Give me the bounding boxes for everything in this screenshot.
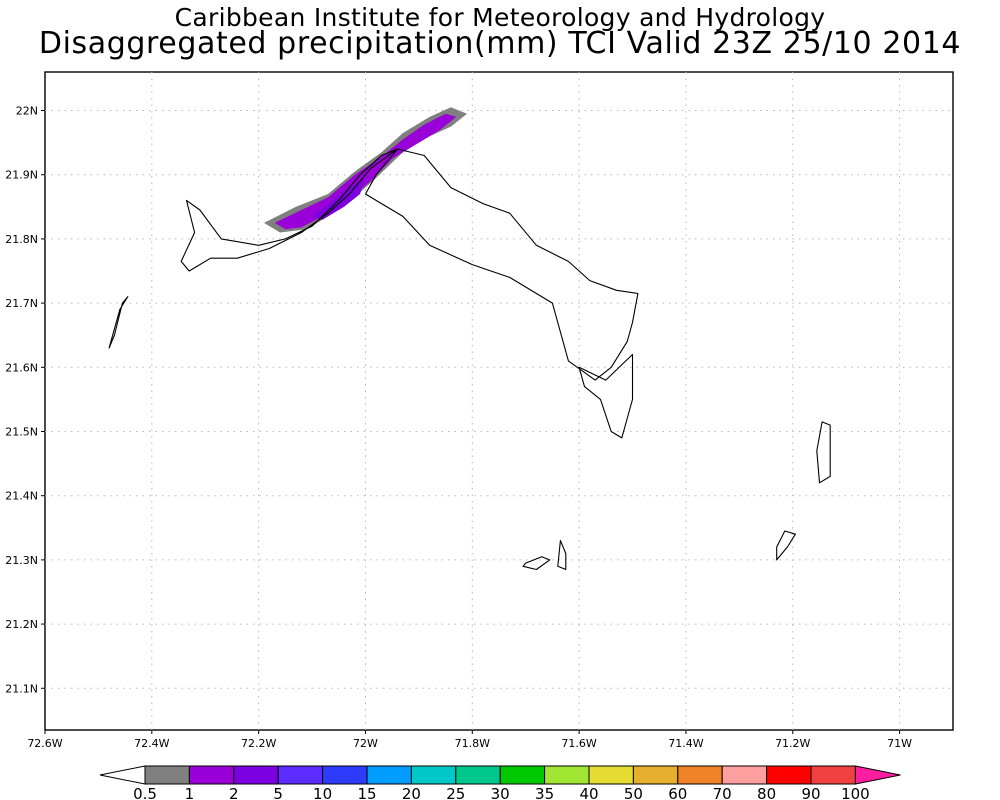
colorbar-box (499, 765, 546, 785)
colorbar-label: 70 (713, 785, 732, 800)
colorbar-box (677, 765, 723, 785)
island-outline (816, 421, 831, 484)
grid-lines (45, 72, 953, 730)
y-tick-label: 21.5N (5, 425, 38, 438)
island-outline (522, 556, 551, 571)
island-outline (364, 148, 639, 381)
x-tick-label: 71W (887, 737, 912, 750)
island-outline (578, 353, 634, 439)
island-outline (180, 148, 399, 272)
island-outline (557, 540, 567, 571)
colorbar-label: 60 (668, 785, 687, 800)
x-tick-label: 72.2W (241, 737, 276, 750)
colorbar-box (588, 765, 634, 785)
y-tick-label: 21.4N (5, 490, 38, 503)
x-tick-label: 71.4W (668, 737, 703, 750)
colorbar-label: 30 (491, 785, 510, 800)
colorbar-label: 50 (624, 785, 643, 800)
precip-band (312, 174, 366, 220)
colorbar-box (188, 765, 235, 785)
colorbar-box (233, 765, 279, 785)
colorbar-label: 20 (402, 785, 421, 800)
y-tick-label: 21.8N (5, 233, 38, 246)
map-frame (44, 71, 954, 731)
y-tick-label: 21.6N (5, 361, 38, 374)
colorbar-box (366, 765, 412, 785)
colorbar-label: 35 (535, 785, 554, 800)
x-axis-ticks: 72.6W 72.4W 72.2W 72W 71.8W 71.6W 71.4W 71.2W 71… (27, 730, 912, 750)
colorbar-label: 2 (229, 785, 239, 800)
x-tick-label: 72.6W (27, 737, 62, 750)
colorbar-label: 15 (357, 785, 376, 800)
colorbar-arrow-high (854, 765, 901, 785)
y-tick-label: 21.7N (5, 297, 38, 310)
x-tick-label: 72W (353, 737, 378, 750)
colorbar-label: 80 (757, 785, 776, 800)
y-tick-label: 21.3N (5, 554, 38, 567)
subtitle: Disaggregated precipitation(mm) TCI Vali… (38, 26, 962, 61)
island-outline (776, 530, 796, 561)
colorbar-box (721, 765, 768, 785)
x-tick-label: 71.8W (455, 737, 490, 750)
colorbar-label: 1 (185, 785, 195, 800)
colorbar-box (455, 765, 501, 785)
precip-band (274, 113, 457, 230)
colorbar-label: 100 (841, 785, 870, 800)
y-tick-label: 21.1N (5, 682, 38, 695)
y-axis-ticks: 22N 21.9N 21.8N 21.7N 21.6N 21.5N 21.4N 21.3N 21… (5, 105, 45, 695)
x-tick-label: 71.6W (561, 737, 596, 750)
colorbar-box (544, 765, 590, 785)
colorbar-label: 25 (446, 785, 465, 800)
y-tick-label: 21.9N (5, 169, 38, 182)
y-tick-label: 21.2N (5, 618, 38, 631)
colorbar-box (766, 765, 812, 785)
colorbar-box (410, 765, 457, 785)
colorbar-label: 90 (801, 785, 820, 800)
x-tick-label: 71.2W (775, 737, 810, 750)
colorbar-box (322, 765, 368, 785)
title: Caribbean Institute for Meteorology and … (174, 3, 826, 32)
colorbar-label: 5 (273, 785, 283, 800)
x-tick-label: 72.4W (134, 737, 169, 750)
colorbar-label: 0.5 (133, 785, 157, 800)
colorbar-box (144, 765, 190, 785)
colorbar-label: 40 (579, 785, 598, 800)
colorbar-box (277, 765, 324, 785)
coastline (108, 148, 831, 571)
colorbar: 0.5 1 2 5 10 15 20 25 30 35 40 50 60 70 80 90 100 (99, 765, 901, 800)
island-outline (108, 296, 129, 349)
colorbar-label: 10 (313, 785, 332, 800)
y-tick-label: 22N (16, 105, 38, 118)
colorbar-box (810, 765, 856, 785)
colorbar-arrow-low (99, 765, 146, 785)
colorbar-box (632, 765, 679, 785)
